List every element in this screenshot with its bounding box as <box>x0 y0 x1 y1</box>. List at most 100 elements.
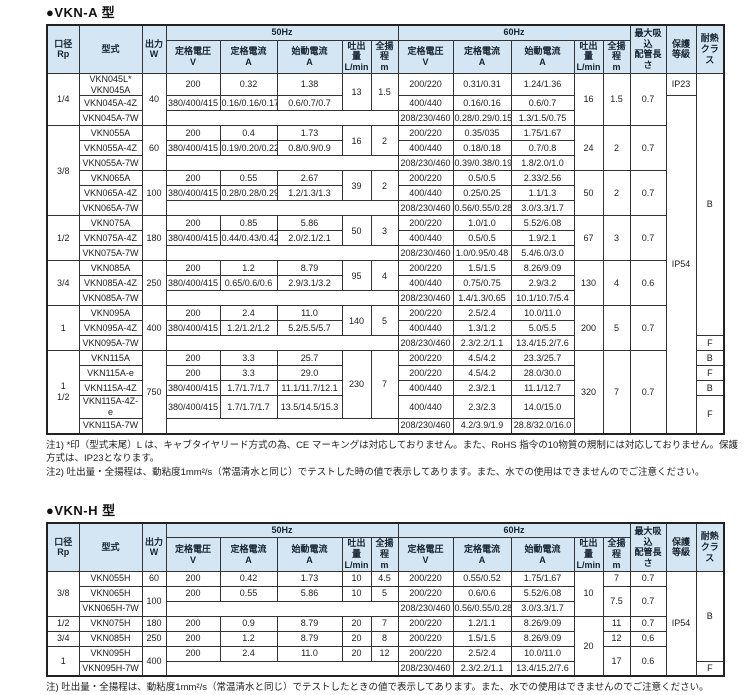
table-cell: IP54 <box>665 95 697 435</box>
table-cell: B <box>695 380 725 397</box>
diagonal-empty-cell <box>165 418 399 435</box>
table-cell: 20 <box>573 615 604 677</box>
table-cell: 200/220 <box>397 350 454 367</box>
table-cell: 0.31/0.31 <box>452 72 512 97</box>
table-cell: 13 <box>341 72 372 112</box>
table-cell: B <box>695 72 725 337</box>
table-cell: 4 <box>370 260 399 292</box>
table-cell: 16 <box>573 72 604 127</box>
table-cell: 200/220 <box>397 630 454 647</box>
vkn-h-section: ●VKN-H 型 口径 Rp 型式 出力 W 50Hz 60Hz 最大吸込 配管長さ 保護 … <box>46 500 740 695</box>
table-cell: 200 <box>165 170 221 187</box>
table-cell: 28.0/30.0 <box>510 365 575 382</box>
model-cell: VKN085A <box>78 260 143 277</box>
table-cell: 200/220 <box>397 645 454 662</box>
table-cell: 200/220 <box>397 125 454 142</box>
table-cell: 380/400/415 <box>165 380 221 397</box>
table-cell: 200 <box>165 365 221 382</box>
table-cell: 2.0/2.1/2.1 <box>276 230 343 247</box>
table-cell: 1.75/1.67 <box>510 570 575 587</box>
table-cell: 28.8/32.0/16.0 <box>510 418 575 435</box>
table-cell: 200/220 <box>397 585 454 602</box>
table-cell: 1.38 <box>276 72 343 97</box>
table-cell: 4 <box>602 260 631 307</box>
table-cell: 0.7 <box>629 350 667 435</box>
table-cell: 0.28/0.29/0.15 <box>452 110 512 127</box>
model-cell: VKN075A-7W <box>78 245 143 262</box>
table-row: VKN065A-4Z 380/400/415 0.28/0.28/0.29 1.2/1… <box>47 185 724 202</box>
table-cell: 5.52/6.08 <box>510 585 575 602</box>
table-cell: 200 <box>573 305 604 352</box>
header-cell: 口径 Rp <box>46 522 80 572</box>
vkn-a-title: ●VKN-A 型 <box>46 5 116 20</box>
table-cell: 380/400/415 <box>165 230 221 247</box>
table-cell: 16 <box>341 125 372 157</box>
model-cell: VKN085H <box>78 630 143 647</box>
table-cell: 400/440 <box>397 275 454 292</box>
header-cell: 定格電圧 V <box>397 39 454 74</box>
table-cell: 0.7/0.8 <box>510 140 575 157</box>
table-cell: 200/220 <box>397 365 454 382</box>
table-cell: 100 <box>141 170 167 217</box>
table-cell: 200/220 <box>397 72 454 97</box>
table-cell: 4.5/4.2 <box>452 365 512 382</box>
table-row: VKN115A-7W 208/230/460 4.2/3.9/1.9 28.8/32.… <box>47 418 724 435</box>
table-cell: 0.7 <box>629 72 667 127</box>
table-cell: 320 <box>573 350 604 435</box>
table-cell: 11 <box>602 615 631 632</box>
table-cell: 8.79 <box>276 615 343 632</box>
table-cell: 10 <box>341 570 372 587</box>
table-cell: 1.7/1.7/1.7 <box>219 395 278 420</box>
model-cell: VKN075H <box>78 615 143 632</box>
model-cell: VKN065A-4Z <box>78 185 143 202</box>
table-cell: 23.3/25.7 <box>510 350 575 367</box>
table-cell: 140 <box>341 305 372 337</box>
table-cell: 200 <box>165 570 221 587</box>
note-1: 注1) *印（型式末尾）L は、キャブタイヤリード方式の為、CE マーキングは対… <box>46 439 738 465</box>
model-cell: VKN055A <box>78 125 143 142</box>
table-cell: 200/220 <box>397 170 454 187</box>
table-cell: 0.85 <box>219 215 278 232</box>
table-cell: 380/400/415 <box>165 140 221 157</box>
table-cell: 230 <box>341 350 372 420</box>
header-row: 口径 Rp 型式 出力 W 50Hz 60Hz 最大吸込 配管長さ 保護 等級 耐熱 クラス <box>46 24 725 74</box>
table-cell: 7.5 <box>602 585 631 617</box>
vkn-h-notes: 注) 吐出量・全揚程は、動粘度1mm²/s（常温清水と同じ）でテストしたときの値… <box>46 681 740 695</box>
table-cell: 0.44/0.43/0.42 <box>219 230 278 247</box>
table-cell: 1/2 <box>46 215 80 262</box>
header-cell: 50Hz <box>165 522 399 539</box>
table-cell: 1.0/1.0 <box>452 215 512 232</box>
header-cell: 最大吸込 配管長さ <box>629 24 667 74</box>
table-cell: 200 <box>165 305 221 322</box>
table-cell: 400/440 <box>397 380 454 397</box>
table-cell: 208/230/460 <box>397 600 454 617</box>
table-cell: 39 <box>341 170 372 202</box>
table-cell: 13.4/15.2/7.6 <box>510 335 575 352</box>
table-row: 1 VKN095A 400 200 2.4 11.0 140 5 200/220 2.5/2.4 1… <box>46 305 724 352</box>
table-cell: 5 <box>370 585 399 602</box>
table-cell: 40 <box>141 72 167 127</box>
header-cell: 全揚程 m <box>370 39 399 74</box>
diagonal-empty-cell <box>165 600 399 617</box>
table-cell: 0.42 <box>219 570 278 587</box>
table-cell: B <box>695 570 725 662</box>
model-cell: VKN075A-4Z <box>78 230 143 247</box>
header-cell: 全揚程 m <box>602 537 631 572</box>
table-cell: 11.1/11.7/12.1 <box>276 380 343 397</box>
model-cell: VKN055A-7W <box>78 155 143 172</box>
header-cell: 吐出量 L/min <box>573 39 604 74</box>
model-cell: VKN115A-4Z-e <box>78 395 143 420</box>
table-cell: 208/230/460 <box>397 200 454 217</box>
table-cell: 10.0/11.0 <box>510 305 575 322</box>
table-cell: 380/400/415 <box>165 185 221 202</box>
model-cell: VKN115A-7W <box>78 418 143 435</box>
model-cell: VKN095H <box>78 645 143 662</box>
table-row: 1/2 VKN075H 180 200 0.9 8.79 20 7 200/220 1.2/1.1… <box>46 615 724 677</box>
table-cell: 8.79 <box>276 260 343 277</box>
table-cell: 0.55/0.52 <box>452 570 512 587</box>
table-cell: 8.26/9.09 <box>510 260 575 277</box>
table-cell: 200 <box>165 125 221 142</box>
table-cell: 208/230/460 <box>397 660 454 677</box>
table-cell: 7 <box>602 350 631 435</box>
